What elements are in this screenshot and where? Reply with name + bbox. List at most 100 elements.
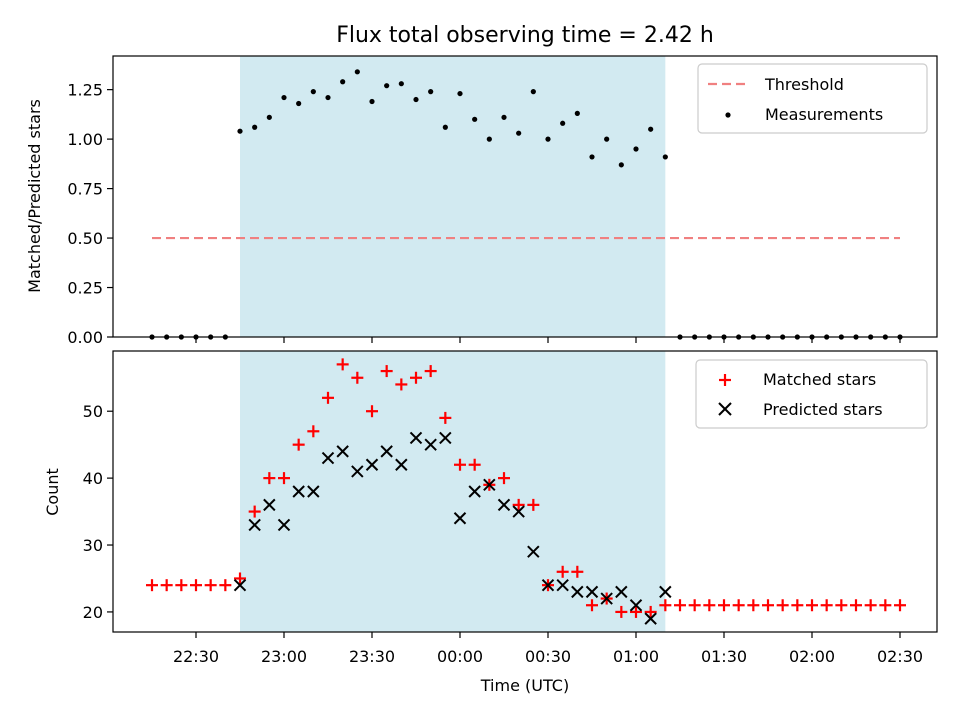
bottom-ytick-label: 50 — [83, 402, 103, 421]
predicted-star-point — [644, 612, 657, 625]
measurement-point — [325, 94, 331, 101]
matched-star-point — [571, 565, 584, 578]
matched-star-point — [762, 599, 774, 612]
measurement-point — [252, 124, 258, 130]
bottom-xtick-label: 23:30 — [349, 647, 395, 666]
measurement-point — [530, 89, 536, 95]
matched-star-point — [307, 425, 320, 438]
matched-star-point — [776, 599, 789, 612]
matched-star-point — [424, 365, 437, 378]
legend-matched-label: Matched stars — [763, 370, 876, 389]
bottom-xtick-label: 22:30 — [173, 647, 219, 666]
legend-matched-swatch — [719, 374, 731, 386]
matched-star-point — [615, 605, 628, 618]
matched-star-point — [263, 472, 276, 485]
predicted-star-point — [321, 451, 335, 465]
measurement-points — [149, 69, 903, 340]
measurement-point — [472, 116, 478, 122]
matched-star-point — [835, 599, 848, 612]
matched-star-point — [190, 579, 202, 592]
predicted-star-point — [307, 485, 320, 498]
predicted-star-point — [600, 592, 613, 605]
bottom-y-axis-label: Count — [43, 468, 62, 516]
bottom-observing-window — [240, 351, 666, 632]
matched-star-point — [850, 599, 862, 612]
matched-star-point — [351, 371, 364, 384]
matched-star-point — [674, 599, 686, 612]
bottom-ytick-label: 40 — [83, 469, 103, 488]
matched-star-point — [395, 378, 408, 391]
bottom-xtick-label: 00:00 — [437, 647, 483, 666]
predicted-star-point — [395, 458, 408, 471]
predicted-star-point — [233, 578, 247, 592]
predicted-star-point — [248, 518, 261, 532]
predicted-star-point — [453, 512, 467, 525]
measurement-point — [237, 128, 243, 134]
matched-star-point — [820, 599, 833, 612]
predicted-star-point — [659, 585, 672, 599]
matched-star-point — [248, 505, 261, 518]
predicted-star-point — [263, 498, 276, 512]
measurement-point — [516, 130, 522, 136]
matched-stars-points — [146, 358, 906, 618]
matched-star-point — [512, 498, 525, 511]
matched-star-point — [175, 579, 188, 592]
matched-star-point — [644, 605, 657, 618]
measurement-point — [310, 89, 316, 95]
measurement-point — [354, 69, 360, 75]
measurement-point — [501, 114, 507, 120]
matched-star-point — [366, 405, 378, 418]
measurement-point — [604, 136, 610, 142]
predicted-star-point — [409, 431, 423, 445]
top-panel: 0.00 0.25 0.50 0.75 1.00 1.25 Matched/Predict… — [25, 55, 938, 347]
top-observing-window — [240, 56, 666, 337]
top-x-ticks — [195, 337, 901, 343]
predicted-star-point — [292, 485, 305, 498]
matched-star-point — [498, 472, 510, 485]
legend-predicted-label: Predicted stars — [763, 400, 883, 419]
predicted-star-point — [629, 599, 643, 612]
measurement-point — [369, 98, 375, 105]
top-y-ticks: 0.00 0.25 0.50 0.75 1.00 1.25 — [67, 81, 113, 347]
measurement-point — [281, 94, 287, 101]
matched-star-point — [439, 411, 452, 424]
bottom-x-ticks: 22:30 23:00 23:30 00:00 00:30 01:00 01:30 02:00… — [173, 632, 923, 666]
top-ytick-label: 0.00 — [67, 328, 103, 347]
top-ytick-label: 0.50 — [67, 229, 103, 248]
bottom-legend: Matched stars Predicted stars — [695, 359, 928, 429]
measurement-point — [442, 124, 448, 130]
bottom-y-ticks: 20 30 40 50 — [83, 402, 113, 622]
measurement-point — [648, 126, 654, 132]
legend-measurements-swatch — [725, 112, 731, 118]
matched-star-point — [292, 438, 305, 451]
matched-star-point — [234, 572, 246, 585]
measurement-point — [589, 154, 595, 160]
legend-measurements-label: Measurements — [765, 105, 883, 124]
predicted-star-point — [615, 585, 628, 599]
bottom-ytick-label: 20 — [83, 603, 103, 622]
measurement-point — [398, 81, 404, 87]
matched-star-point — [527, 498, 540, 511]
measurement-point — [560, 120, 566, 126]
predicted-star-point — [585, 585, 599, 599]
top-ytick-label: 1.25 — [67, 81, 103, 100]
measurement-point — [633, 146, 639, 152]
measurement-point — [266, 114, 272, 120]
matched-star-point — [688, 599, 701, 612]
matched-star-point — [146, 579, 158, 592]
matched-star-point — [864, 599, 877, 612]
measurement-point — [618, 162, 624, 168]
matched-star-point — [204, 579, 217, 592]
measurement-point — [340, 79, 346, 85]
predicted-star-point — [365, 458, 379, 471]
top-axes-frame — [112, 55, 938, 338]
measurement-point — [413, 96, 419, 103]
matched-star-point — [336, 358, 349, 371]
measurement-point — [428, 89, 434, 95]
top-legend: Threshold Measurements — [697, 63, 928, 134]
matched-star-point — [806, 599, 818, 612]
chart-title: Flux total observing time = 2.42 h — [336, 23, 714, 48]
predicted-star-point — [571, 585, 584, 599]
legend-predicted-swatch — [718, 402, 732, 416]
bottom-xtick-label: 02:30 — [877, 647, 923, 666]
